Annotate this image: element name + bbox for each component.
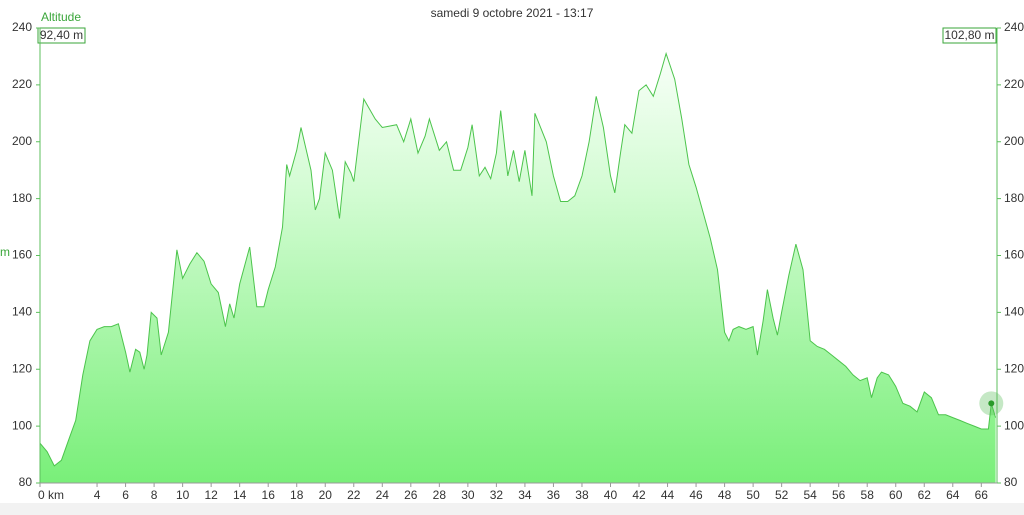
x-tick-label: 58 — [861, 488, 875, 502]
x-tick-label: 48 — [718, 488, 732, 502]
y2-tick-label: 180 — [1004, 191, 1024, 205]
y-tick-label: 200 — [12, 134, 32, 148]
y2-tick-label: 160 — [1004, 248, 1024, 262]
y2-tick-label: 120 — [1004, 361, 1024, 375]
x-tick-label: 64 — [946, 488, 960, 502]
y-tick-label: 240 — [12, 20, 32, 34]
x-tick-label: 30 — [461, 488, 475, 502]
x-tick-label: 12 — [204, 488, 218, 502]
x-tick-label: 0 km — [38, 488, 64, 502]
x-tick-label: 22 — [347, 488, 361, 502]
x-tick-label: 60 — [889, 488, 903, 502]
series-label: Altitude — [41, 10, 81, 24]
x-tick-label: 10 — [176, 488, 190, 502]
area-fill — [40, 53, 996, 483]
x-tick-label: 16 — [262, 488, 276, 502]
left-badge: 92,40 m — [40, 28, 83, 42]
y-tick-label: 220 — [12, 77, 32, 91]
x-tick-label: 18 — [290, 488, 304, 502]
x-tick-label: 56 — [832, 488, 846, 502]
x-tick-label: 66 — [975, 488, 989, 502]
x-tick-label: 50 — [746, 488, 760, 502]
x-tick-label: 24 — [376, 488, 390, 502]
y-tick-label: 80 — [19, 475, 33, 489]
x-tick-label: 42 — [632, 488, 646, 502]
y-tick-label: 120 — [12, 361, 32, 375]
right-badge-box — [942, 27, 997, 44]
y2-tick-label: 80 — [1004, 475, 1018, 489]
x-tick-label: 36 — [547, 488, 561, 502]
chart-title: samedi 9 octobre 2021 - 13:17 — [431, 6, 594, 20]
x-tick-label: 40 — [604, 488, 618, 502]
x-tick-label: 34 — [518, 488, 532, 502]
x-tick-label: 4 — [94, 488, 101, 502]
y-tick-label: 180 — [12, 191, 32, 205]
x-tick-label: 20 — [319, 488, 333, 502]
x-tick-label: 14 — [233, 488, 247, 502]
right-badge: 102,80 m — [944, 28, 994, 42]
x-tick-label: 26 — [404, 488, 418, 502]
y2-tick-label: 240 — [1004, 20, 1024, 34]
y-tick-label: 160 — [12, 248, 32, 262]
y-tick-label: 100 — [12, 418, 32, 432]
x-tick-label: 44 — [661, 488, 675, 502]
x-tick-label: 52 — [775, 488, 789, 502]
y2-tick-label: 200 — [1004, 134, 1024, 148]
y-axis-label: m — [0, 245, 10, 259]
y2-tick-label: 100 — [1004, 418, 1024, 432]
x-tick-label: 54 — [803, 488, 817, 502]
x-tick-label: 62 — [918, 488, 932, 502]
x-tick-label: 38 — [575, 488, 589, 502]
x-tick-label: 32 — [490, 488, 504, 502]
y-tick-label: 140 — [12, 305, 32, 319]
left-badge-box — [37, 27, 86, 44]
area-line — [39, 51, 997, 467]
x-tick-label: 6 — [122, 488, 129, 502]
y2-tick-label: 220 — [1004, 77, 1024, 91]
footer-strip — [0, 503, 1024, 515]
cursor-dot — [988, 400, 995, 407]
y2-tick-label: 140 — [1004, 305, 1024, 319]
x-tick-label: 46 — [689, 488, 703, 502]
x-tick-label: 8 — [151, 488, 158, 502]
x-tick-label: 28 — [433, 488, 447, 502]
